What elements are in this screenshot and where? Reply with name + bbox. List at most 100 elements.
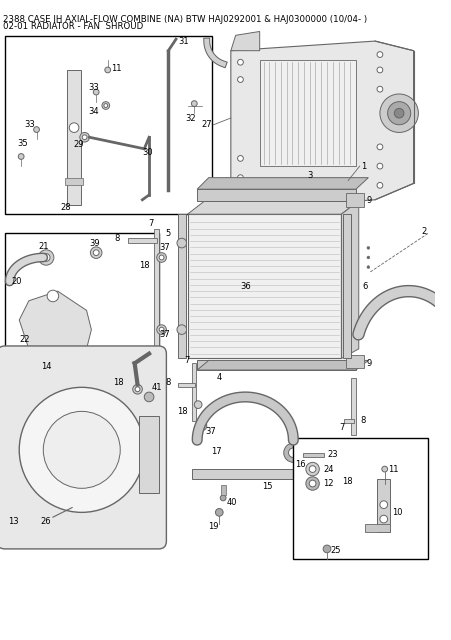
- Bar: [5, 234, 158, 364]
- Circle shape: [177, 238, 186, 248]
- Bar: [293, 438, 427, 559]
- Bar: [192, 364, 196, 421]
- Polygon shape: [197, 178, 368, 189]
- Text: 39: 39: [89, 239, 99, 248]
- Bar: [153, 228, 158, 349]
- Circle shape: [305, 477, 318, 490]
- Text: 14: 14: [41, 362, 51, 371]
- Circle shape: [376, 86, 382, 92]
- Text: 28: 28: [60, 203, 70, 212]
- Circle shape: [104, 104, 107, 108]
- FancyBboxPatch shape: [0, 346, 166, 549]
- Text: 16: 16: [295, 460, 305, 468]
- Bar: [187, 214, 341, 358]
- Text: 33: 33: [88, 83, 98, 92]
- Circle shape: [19, 387, 144, 513]
- Text: 19: 19: [208, 522, 218, 531]
- Text: 32: 32: [185, 113, 195, 122]
- Text: 18: 18: [176, 407, 187, 416]
- Text: 12: 12: [322, 479, 333, 488]
- Text: 37: 37: [159, 243, 170, 252]
- Circle shape: [177, 325, 186, 335]
- Text: 22: 22: [19, 335, 30, 344]
- Bar: [5, 36, 211, 214]
- Text: 35: 35: [17, 140, 28, 148]
- Circle shape: [376, 144, 382, 150]
- Bar: [376, 479, 390, 532]
- Text: 18: 18: [139, 260, 150, 269]
- Text: 26: 26: [40, 518, 51, 527]
- Circle shape: [159, 327, 164, 332]
- Circle shape: [156, 253, 166, 262]
- Circle shape: [288, 448, 298, 458]
- Circle shape: [215, 509, 223, 516]
- Circle shape: [159, 255, 164, 260]
- Text: 5: 5: [165, 229, 170, 238]
- Circle shape: [135, 387, 140, 392]
- Text: 17: 17: [211, 447, 221, 456]
- Text: 9: 9: [366, 359, 371, 368]
- Text: 02-01 RADIATOR - FAN  SHROUD: 02-01 RADIATOR - FAN SHROUD: [3, 22, 143, 31]
- Bar: [350, 378, 355, 435]
- Circle shape: [90, 247, 102, 259]
- Circle shape: [237, 77, 243, 83]
- Circle shape: [93, 89, 99, 95]
- Text: 11: 11: [111, 63, 122, 72]
- Bar: [344, 419, 353, 423]
- Circle shape: [376, 52, 382, 58]
- Circle shape: [144, 392, 153, 402]
- Circle shape: [47, 290, 59, 301]
- Circle shape: [156, 325, 166, 335]
- Text: 36: 36: [239, 282, 250, 291]
- Circle shape: [80, 132, 89, 142]
- Circle shape: [33, 127, 39, 132]
- Text: 21: 21: [38, 243, 48, 252]
- Circle shape: [237, 156, 243, 161]
- Circle shape: [197, 421, 206, 431]
- Text: 20: 20: [12, 277, 22, 286]
- Bar: [128, 238, 156, 243]
- Bar: [221, 485, 226, 495]
- Circle shape: [102, 102, 110, 109]
- Text: 1: 1: [360, 162, 365, 171]
- Text: 8: 8: [115, 234, 120, 243]
- Text: 30: 30: [142, 148, 152, 157]
- Bar: [67, 70, 81, 205]
- Bar: [139, 416, 158, 493]
- Polygon shape: [230, 31, 259, 51]
- Circle shape: [366, 266, 369, 269]
- Circle shape: [366, 246, 369, 250]
- Text: 7: 7: [184, 356, 189, 365]
- Text: 41: 41: [152, 383, 162, 392]
- Text: 2388 CASE IH AXIAL-FLOW COMBINE (NA) BTW HAJ0292001 & HAJ0300000 (10/04- ): 2388 CASE IH AXIAL-FLOW COMBINE (NA) BTW…: [3, 15, 366, 24]
- Polygon shape: [341, 464, 350, 479]
- Text: 8: 8: [166, 378, 171, 387]
- Circle shape: [38, 250, 54, 265]
- Circle shape: [376, 67, 382, 73]
- Text: 3: 3: [307, 172, 313, 180]
- Text: 33: 33: [24, 120, 35, 129]
- Text: 34: 34: [88, 107, 99, 116]
- Bar: [178, 383, 195, 387]
- Circle shape: [93, 250, 99, 255]
- Text: 7: 7: [338, 423, 344, 432]
- Circle shape: [43, 412, 120, 488]
- Polygon shape: [230, 41, 413, 209]
- Text: 24: 24: [322, 465, 333, 474]
- Text: 25: 25: [330, 547, 341, 556]
- Text: 10: 10: [391, 508, 402, 517]
- Circle shape: [220, 495, 226, 501]
- Bar: [259, 60, 355, 166]
- Bar: [197, 189, 355, 201]
- Bar: [192, 469, 341, 479]
- Circle shape: [376, 163, 382, 169]
- Text: 4: 4: [216, 373, 221, 382]
- Circle shape: [379, 515, 387, 523]
- Circle shape: [82, 135, 87, 140]
- Circle shape: [191, 100, 197, 106]
- Text: 31: 31: [178, 36, 188, 45]
- Text: 18: 18: [113, 378, 124, 387]
- Text: 6: 6: [362, 282, 367, 291]
- Circle shape: [338, 466, 344, 472]
- Circle shape: [133, 385, 142, 394]
